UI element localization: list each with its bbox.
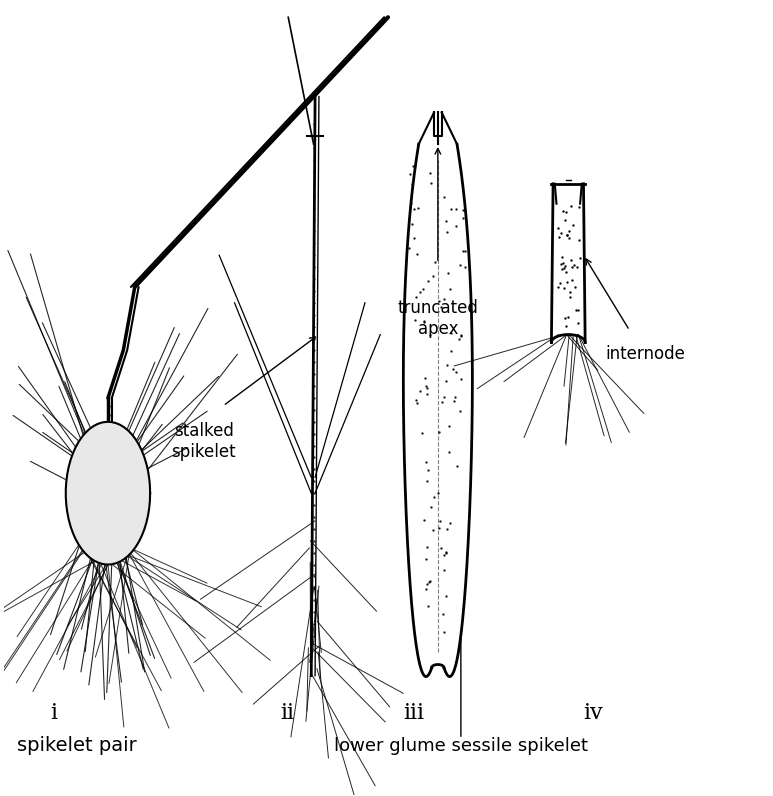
Text: iv: iv [584, 702, 604, 724]
Polygon shape [66, 422, 150, 564]
Text: i: i [50, 702, 57, 724]
Text: internode: internode [605, 345, 685, 363]
Text: truncated
apex: truncated apex [397, 299, 478, 338]
Text: iii: iii [404, 702, 424, 724]
Text: stalked
spikelet: stalked spikelet [172, 422, 237, 461]
Text: spikelet pair: spikelet pair [17, 736, 137, 755]
Text: lower glume sessile spikelet: lower glume sessile spikelet [334, 737, 588, 755]
Text: ii: ii [281, 702, 295, 724]
